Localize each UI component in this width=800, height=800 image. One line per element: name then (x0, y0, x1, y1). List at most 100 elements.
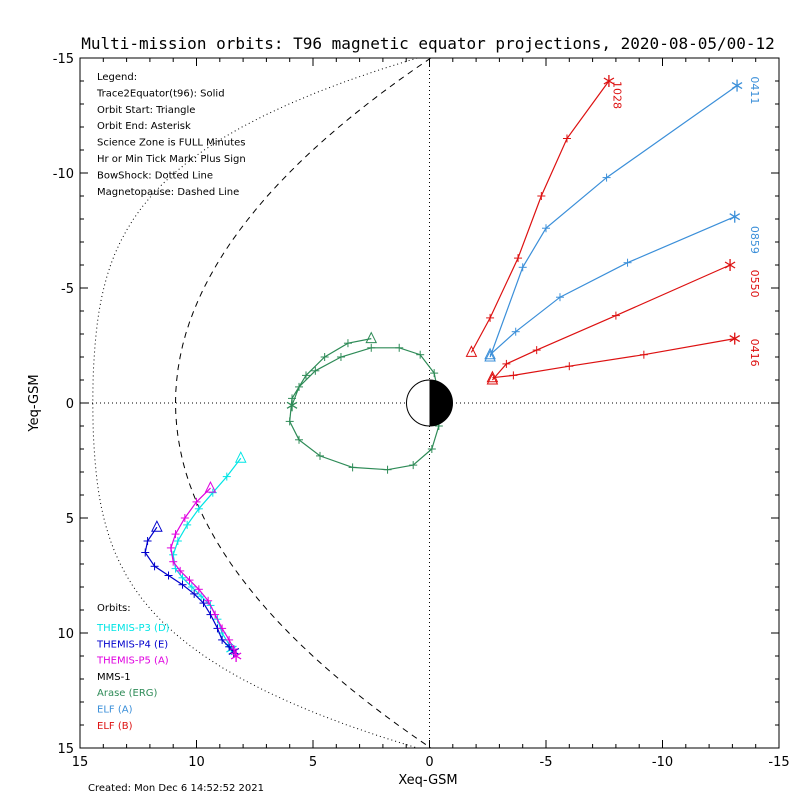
orbit-series: 0411 0859 0550 0416 1028 (141, 75, 761, 662)
tick-mark-plus (178, 573, 187, 582)
tick-mark-plus (164, 571, 173, 580)
orbit-end-time-label: 1028 (611, 81, 624, 109)
tick-mark-plus (532, 346, 541, 355)
x-tick-label: 5 (309, 755, 317, 770)
tick-mark-plus (602, 173, 611, 182)
tick-mark-plus (430, 369, 439, 378)
x-tick-label: -5 (540, 755, 553, 770)
tick-mark-plus (302, 371, 311, 380)
series-8 (486, 332, 741, 383)
orbit-end-asterisk (729, 332, 741, 345)
series-5 (484, 210, 741, 360)
tick-mark-plus (509, 371, 518, 380)
orbit-end-asterisk (286, 399, 298, 412)
tick-mark-plus (204, 596, 213, 605)
orbit-start-triangle (486, 372, 499, 385)
asterisk-stroke (724, 261, 736, 269)
tick-mark-plus (537, 192, 546, 200)
y-tick-label: -5 (61, 282, 74, 297)
tick-mark-plus (383, 465, 392, 474)
orbit-end-asterisk (603, 75, 615, 87)
tick-mark-plus (343, 339, 352, 348)
tick-mark-plus (514, 254, 523, 263)
tick-mark-plus (222, 472, 231, 481)
tick-mark-plus (194, 585, 203, 594)
tick-mark-plus (173, 537, 182, 545)
legend-line: Orbit End: Asterisk (97, 121, 191, 132)
orbit-start-triangle (465, 345, 478, 357)
tick-mark-plus (427, 445, 436, 453)
tick-mark-plus (169, 557, 178, 566)
tick-mark-plus (409, 461, 418, 470)
orbit-start-triangle (365, 331, 378, 344)
orbit-end-asterisk (230, 650, 242, 662)
tick-mark-plus (180, 514, 189, 522)
series-line (489, 216, 735, 356)
tick-mark-plus (562, 134, 571, 143)
legend-line: Hr or Min Tick Mark: Plus Sign (97, 154, 246, 165)
series-9 (465, 75, 615, 357)
tick-mark-plus (169, 550, 178, 559)
tick-mark-plus (150, 562, 159, 571)
tick-mark-plus (178, 580, 187, 589)
y-tick-label: 5 (66, 512, 74, 527)
tick-mark-plus (199, 599, 208, 608)
tick-mark-plus (315, 451, 324, 460)
y-tick-label: 0 (66, 397, 74, 412)
legend-line: Magnetopause: Dashed Line (97, 187, 239, 198)
tick-mark-plus (225, 635, 234, 644)
orbit-legend-entry: THEMIS-P3 (D) (96, 623, 170, 634)
y-tick-label: 10 (57, 627, 74, 642)
earth-nightside (429, 380, 453, 426)
tick-mark-plus (192, 497, 201, 506)
tick-mark-plus (416, 350, 425, 359)
orbit-end-asterisk (729, 210, 741, 223)
orbit-start-triangle (484, 347, 496, 360)
tick-mark-plus (565, 362, 574, 371)
series-0 (169, 451, 247, 656)
tick-mark-plus (502, 359, 511, 368)
legend-line: Science Zone is FULL Minutes (97, 138, 246, 149)
tick-mark-plus (542, 224, 550, 233)
orbit-end-time-label: 0859 (748, 226, 761, 254)
tick-mark-plus (229, 645, 238, 654)
orbit-legend-entry: Arase (ERG) (97, 688, 158, 699)
tick-mark-plus (218, 624, 227, 633)
orbits-header: Orbits: (97, 603, 131, 614)
legend: Legend: Trace2Equator(t96): Solid Orbit St… (96, 72, 246, 198)
orbit-start-triangle (234, 451, 247, 463)
tick-mark-plus (367, 343, 376, 352)
tick-mark-plus (295, 435, 304, 444)
orbit-end-asterisk (724, 259, 736, 271)
tick-mark-plus (190, 589, 199, 598)
asterisk-stroke (729, 213, 741, 221)
x-tick-label: -15 (768, 755, 789, 770)
tick-mark-plus (171, 530, 180, 539)
x-tick-label: 15 (72, 755, 89, 770)
asterisk-stroke (603, 77, 615, 85)
legend-line: Legend: (97, 72, 137, 83)
series-7 (486, 259, 736, 385)
asterisk-stroke (729, 335, 741, 343)
orbit-end-time-label: 0416 (748, 339, 761, 367)
orbit-legend-entry: MMS-1 (97, 672, 131, 683)
orbits-list: Orbits: THEMIS-P3 (D) THEMIS-P4 (E) THEMIS-… (96, 603, 170, 732)
bowshock-line (92, 57, 418, 749)
asterisk-stroke (731, 82, 743, 90)
y-tick-label: 15 (57, 742, 74, 757)
asterisk-stroke (286, 401, 298, 409)
tick-mark-plus (348, 463, 357, 472)
tick-mark-plus (185, 576, 194, 585)
tick-mark-plus (336, 353, 345, 361)
series-6 (484, 79, 743, 362)
created-footer: Created: Mon Dec 6 14:52:52 2021 (88, 783, 264, 794)
tick-mark-plus (285, 417, 294, 426)
orbit-start-triangle (484, 349, 496, 362)
tick-mark-plus (611, 311, 620, 320)
magnetopause-line (174, 57, 432, 749)
chart-title: Multi-mission orbits: T96 magnetic equat… (81, 34, 775, 53)
tick-mark-plus (639, 350, 648, 359)
orbit-end-time-label: 0411 (748, 76, 761, 104)
series-line (172, 457, 242, 650)
